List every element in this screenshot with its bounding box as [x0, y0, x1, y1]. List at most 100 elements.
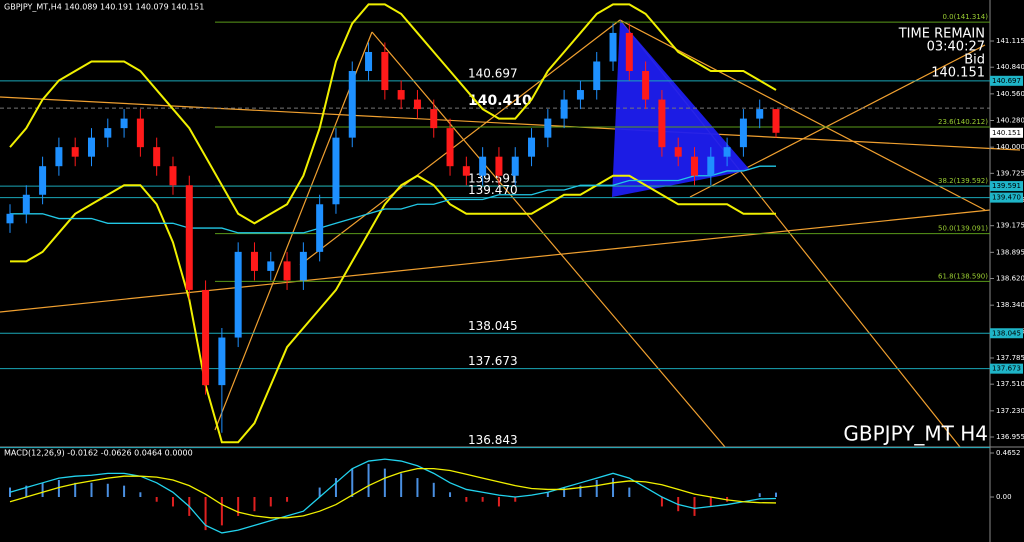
- price-tag: [990, 192, 1023, 203]
- y-tick-label: 138.895: [996, 248, 1024, 256]
- price-tag: [990, 363, 1023, 374]
- candle-body: [22, 194, 30, 214]
- price-tag-label: 140.697: [992, 77, 1021, 85]
- candle-body: [430, 109, 438, 129]
- candle-body: [185, 185, 193, 290]
- y-tick-label: 140.840: [996, 63, 1024, 71]
- candle-body: [479, 156, 487, 176]
- trend-line: [371, 31, 726, 448]
- price-tag: [990, 181, 1023, 192]
- y-tick-label: 138.340: [996, 301, 1024, 309]
- y-tick-label: 140.000: [996, 143, 1024, 151]
- candle-body: [446, 128, 454, 167]
- time-remain: 03:40:27: [927, 40, 985, 55]
- candle-body: [560, 99, 568, 119]
- candle-body: [6, 213, 14, 224]
- price-tag-label: 139.470: [992, 194, 1021, 202]
- trend-line: [619, 19, 986, 211]
- price-tag: [990, 75, 1023, 86]
- indicator-line: [10, 174, 776, 444]
- y-tick-label: 141.115: [996, 37, 1024, 45]
- candle-body: [397, 90, 405, 100]
- level-label: 140.410: [468, 93, 532, 109]
- candle-body: [71, 147, 79, 157]
- level-label: 138.045: [468, 319, 518, 333]
- candle-body: [462, 166, 470, 176]
- price-tag-label: 138.045: [992, 329, 1021, 337]
- candle-body: [739, 118, 747, 148]
- y-tick-label: 137.510: [996, 380, 1024, 388]
- candle-body: [316, 204, 324, 252]
- candle-body: [218, 337, 226, 386]
- candle-body: [332, 137, 340, 205]
- candle-body: [756, 109, 764, 119]
- candle-body: [495, 156, 503, 176]
- candle-body: [234, 251, 242, 338]
- y-tick-label: 140.280: [996, 117, 1024, 125]
- time-remain-label: TIME REMAIN: [898, 27, 985, 42]
- level-label: 140.697: [468, 66, 518, 80]
- candle-body: [625, 32, 633, 72]
- fib-label: 23.6(140.212): [938, 118, 988, 126]
- indicator-line: [9, 3, 777, 225]
- candle-body: [609, 32, 617, 62]
- candle-body: [136, 118, 144, 148]
- candle-body: [202, 289, 210, 386]
- bid-label: Bid: [964, 53, 985, 68]
- y-tick-label: 137.785: [996, 354, 1024, 362]
- candle-body: [39, 166, 47, 195]
- fib-label: 61.8(138.590): [938, 272, 988, 280]
- candle-body: [104, 128, 112, 138]
- candle-body: [153, 147, 161, 167]
- candle-body: [723, 147, 731, 157]
- symbol-header: GBPJPY_MT,H4 140.089 140.191 140.079 140…: [4, 3, 204, 12]
- y-tick-label: 0.00: [996, 493, 1012, 501]
- candle-body: [511, 156, 519, 176]
- candle-body: [55, 147, 63, 167]
- candle-body: [381, 51, 389, 91]
- level-label: 139.470: [468, 183, 518, 197]
- candle-body: [365, 51, 373, 72]
- candle-body: [299, 251, 307, 281]
- candle-body: [348, 71, 356, 138]
- y-tick-label: 137.230: [996, 407, 1024, 415]
- y-tick-label: 138.620: [996, 275, 1024, 283]
- candle-body: [707, 156, 715, 176]
- trend-line: [214, 31, 373, 431]
- candle-body: [169, 166, 177, 186]
- candle-body: [674, 147, 682, 157]
- price-tag-label: 139.591: [992, 182, 1021, 190]
- candle-body: [593, 61, 601, 91]
- trend-line: [299, 19, 621, 266]
- fib-label: 50.0(139.091): [938, 225, 988, 233]
- fib-label: 38.2(139.592): [938, 177, 988, 185]
- y-tick-label: 140.560: [996, 90, 1024, 98]
- macd-title: MACD(12,26,9) -0.0162 -0.0626 0.0464 0.0…: [4, 449, 193, 458]
- y-tick-label: 0.4652: [996, 449, 1021, 457]
- candle-body: [120, 118, 128, 129]
- candle-body: [544, 118, 552, 138]
- candle-body: [642, 71, 650, 100]
- level-label: 137.673: [468, 354, 518, 368]
- bid-value: 140.151: [931, 66, 985, 81]
- candle-body: [413, 99, 421, 110]
- candle-body: [250, 251, 258, 271]
- price-tag-label: 137.673: [992, 365, 1021, 373]
- trend-line: [0, 209, 991, 313]
- candle-body: [658, 99, 666, 148]
- candle-body: [87, 137, 95, 157]
- fib-label: 0.0(141.314): [942, 13, 988, 21]
- candle-body: [772, 109, 780, 133]
- watermark: GBPJPY_MT H4: [843, 422, 988, 446]
- y-tick-label: 139.175: [996, 222, 1024, 230]
- candle-body: [528, 137, 536, 157]
- candle-body: [283, 261, 291, 281]
- level-label: 136.843: [468, 433, 518, 447]
- bid-tag-label: 140.151: [992, 129, 1021, 137]
- macd-line: [9, 467, 777, 519]
- price-tag: [990, 328, 1023, 339]
- candle-body: [576, 90, 584, 100]
